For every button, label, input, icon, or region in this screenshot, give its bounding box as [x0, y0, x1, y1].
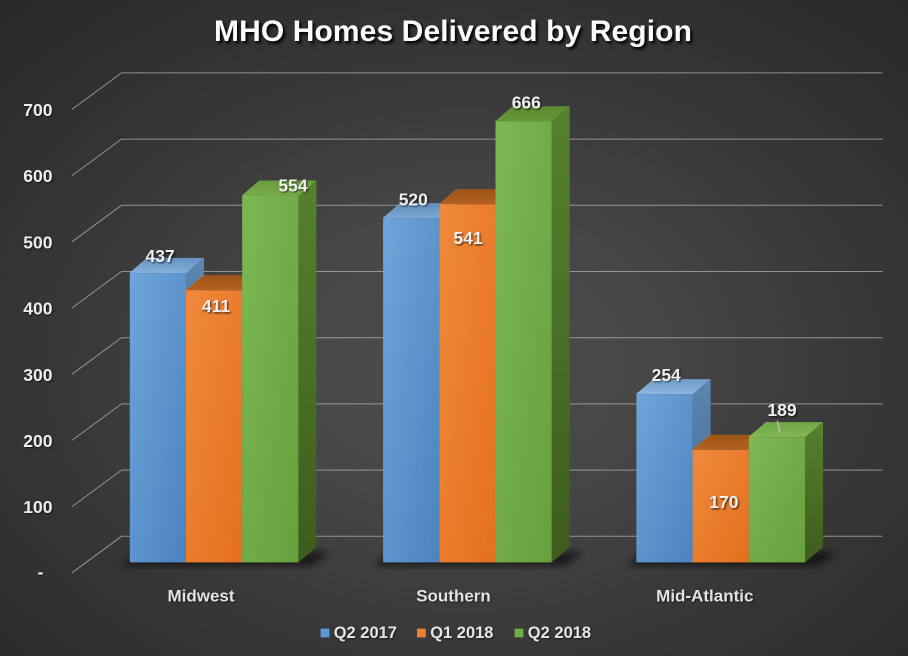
svg-text:411: 411: [202, 296, 230, 316]
svg-text:500: 500: [23, 232, 52, 252]
svg-text:Mid-Atlantic: Mid-Atlantic: [656, 587, 753, 606]
svg-text:100: 100: [23, 497, 52, 517]
svg-text:666: 666: [512, 93, 541, 113]
svg-text:200: 200: [23, 431, 52, 451]
svg-text:170: 170: [709, 492, 738, 512]
svg-text:400: 400: [23, 299, 52, 319]
svg-text:700: 700: [23, 100, 52, 120]
svg-text:541: 541: [453, 228, 482, 248]
svg-text:254: 254: [652, 365, 681, 385]
svg-text:189: 189: [767, 400, 796, 420]
svg-text:MHO Homes Delivered by Region: MHO Homes Delivered by Region: [214, 15, 692, 48]
svg-text:300: 300: [23, 365, 52, 385]
svg-text:Midwest: Midwest: [167, 587, 234, 606]
svg-text:Q1 2018: Q1 2018: [430, 624, 493, 642]
svg-text:Southern: Southern: [416, 587, 491, 606]
svg-text:Q2 2017: Q2 2017: [334, 624, 397, 642]
svg-text:Q2 2018: Q2 2018: [528, 624, 591, 642]
svg-text:520: 520: [399, 189, 428, 209]
svg-text:554: 554: [278, 175, 307, 195]
svg-text:437: 437: [145, 246, 174, 266]
svg-text:600: 600: [23, 166, 52, 186]
svg-text:-: -: [38, 562, 44, 582]
